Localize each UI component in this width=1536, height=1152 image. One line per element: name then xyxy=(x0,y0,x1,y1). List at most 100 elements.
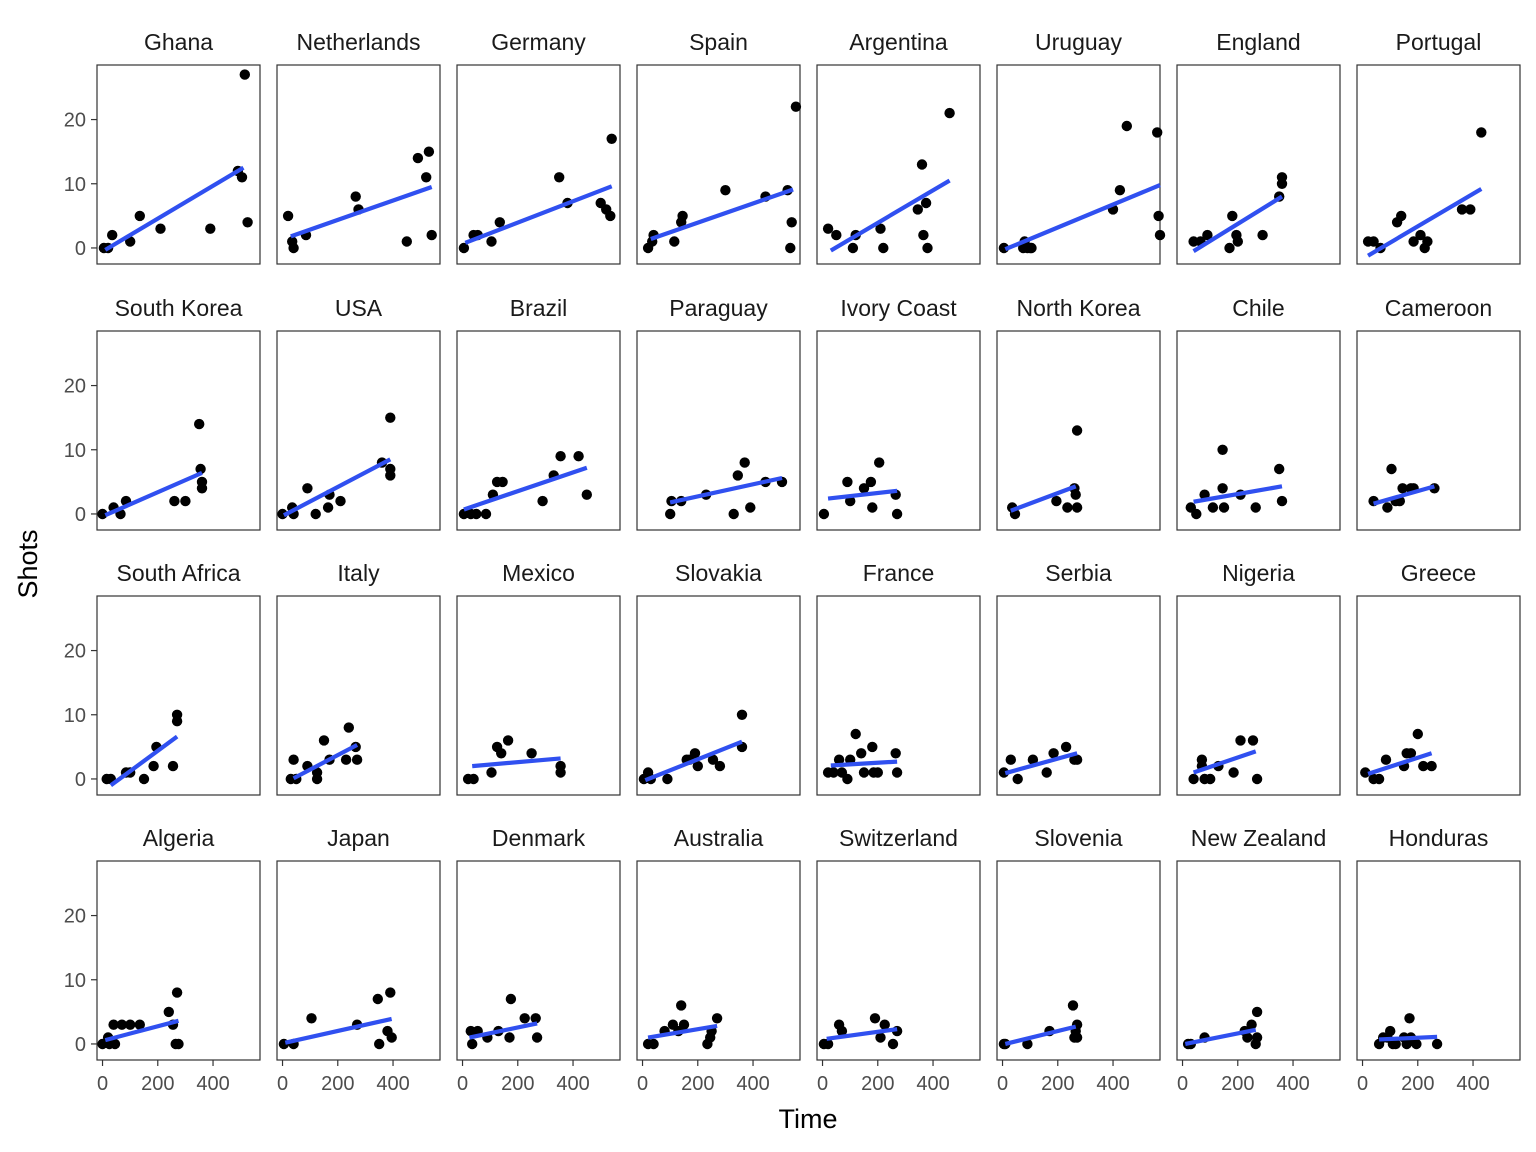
panel-south-africa: South Africa xyxy=(96,560,261,796)
panel-title: France xyxy=(863,560,935,586)
data-point xyxy=(842,476,853,488)
data-point xyxy=(288,242,299,254)
panel-slovakia: Slovakia xyxy=(636,560,801,796)
trend-line xyxy=(104,470,203,518)
data-point xyxy=(239,69,250,80)
data-point xyxy=(1422,236,1433,247)
data-point xyxy=(1368,236,1379,247)
data-point xyxy=(822,1038,834,1050)
data-point xyxy=(1382,502,1393,513)
data-point xyxy=(581,489,592,500)
data-point xyxy=(318,735,330,746)
x-tick-label: 400 xyxy=(376,1073,409,1095)
panel-japan: Japan xyxy=(276,825,441,1061)
data-point xyxy=(374,1038,385,1050)
panel-border xyxy=(96,64,261,265)
data-point xyxy=(1465,204,1476,215)
panel-title: New Zealand xyxy=(1191,825,1327,851)
data-point xyxy=(196,476,208,488)
data-point xyxy=(786,217,797,228)
data-point xyxy=(878,242,889,254)
trend-line xyxy=(1184,1027,1257,1047)
data-point xyxy=(125,1019,136,1030)
panel-england: England xyxy=(1176,29,1341,265)
data-point xyxy=(842,773,853,785)
panel-border xyxy=(276,860,441,1061)
data-point xyxy=(109,1038,121,1050)
data-point xyxy=(282,210,294,222)
data-point xyxy=(887,1038,899,1050)
data-point xyxy=(732,470,743,481)
panel-title: Switzerland xyxy=(839,825,958,851)
y-tick-label: 10 xyxy=(64,174,86,196)
data-point xyxy=(504,1032,515,1043)
data-point xyxy=(496,748,507,759)
data-point xyxy=(920,197,932,209)
trend-line xyxy=(1367,751,1433,776)
data-point xyxy=(1191,508,1202,520)
panel-portugal: Portugal xyxy=(1356,29,1521,265)
data-point xyxy=(412,152,424,164)
panel-title: Slovakia xyxy=(675,560,762,586)
data-point xyxy=(785,242,796,254)
data-point xyxy=(739,457,750,468)
data-point xyxy=(847,242,859,254)
data-point xyxy=(1152,127,1163,138)
data-point xyxy=(116,1019,128,1030)
data-point xyxy=(505,993,517,1005)
data-point xyxy=(1386,463,1397,475)
data-point xyxy=(828,767,839,778)
data-point xyxy=(502,735,514,746)
panel-title: Portugal xyxy=(1396,29,1482,55)
panel-argentina: Argentina xyxy=(816,29,981,265)
panel-border xyxy=(1356,860,1521,1061)
data-point xyxy=(537,495,548,507)
x-tick-label: 0 xyxy=(817,1073,828,1095)
data-point xyxy=(711,1013,723,1024)
data-point xyxy=(195,463,206,475)
trend-line xyxy=(827,488,898,501)
data-point xyxy=(736,709,748,720)
data-point xyxy=(689,748,701,759)
data-point xyxy=(891,767,903,778)
data-point xyxy=(1431,1038,1443,1050)
x-tick-label: 0 xyxy=(277,1073,288,1095)
data-point xyxy=(1385,1025,1396,1037)
panel-greece: Greece xyxy=(1356,560,1521,796)
panel-nigeria: Nigeria xyxy=(1176,560,1341,796)
data-point xyxy=(1373,773,1385,785)
y-tick-label: 20 xyxy=(64,110,86,132)
panel-border xyxy=(276,595,441,796)
data-point xyxy=(1228,767,1239,778)
panel-border xyxy=(816,64,981,265)
data-point xyxy=(1251,1006,1263,1018)
panel-title: USA xyxy=(335,295,383,321)
data-point xyxy=(486,236,497,247)
data-point xyxy=(1397,483,1408,494)
panel-chile: Chile xyxy=(1176,295,1341,531)
panel-mexico: Mexico xyxy=(456,560,621,796)
panel-title: Paraguay xyxy=(669,295,768,321)
data-point xyxy=(108,1019,119,1030)
panel-border xyxy=(636,330,801,531)
data-point xyxy=(167,760,179,772)
data-point xyxy=(916,159,928,170)
data-point xyxy=(311,773,323,785)
data-point xyxy=(1476,127,1487,138)
data-point xyxy=(875,1032,886,1043)
panel-border xyxy=(1356,64,1521,265)
trend-line xyxy=(109,734,179,788)
panel-title: Germany xyxy=(491,29,586,55)
trend-line xyxy=(290,184,433,239)
trend-line xyxy=(472,756,561,769)
data-point xyxy=(1274,463,1285,475)
data-point xyxy=(1051,495,1062,507)
data-point xyxy=(1071,502,1083,513)
data-point xyxy=(526,748,537,759)
data-point xyxy=(1250,502,1261,513)
trend-line xyxy=(104,165,245,252)
data-point xyxy=(1405,748,1417,759)
data-point xyxy=(322,502,334,513)
y-axes-group: 0 10 20 0 10 20 0 10 20 0 10 20 xyxy=(64,110,97,1056)
panel-title: Uruguay xyxy=(1035,29,1122,55)
